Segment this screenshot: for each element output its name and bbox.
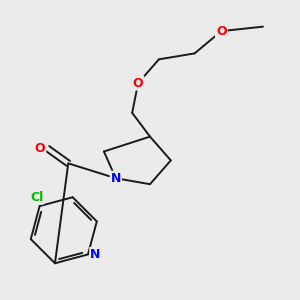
Text: O: O: [133, 76, 143, 90]
Text: N: N: [90, 248, 100, 261]
Text: N: N: [111, 172, 121, 185]
Text: Cl: Cl: [30, 191, 43, 204]
Text: O: O: [216, 25, 226, 38]
Text: O: O: [35, 142, 45, 155]
